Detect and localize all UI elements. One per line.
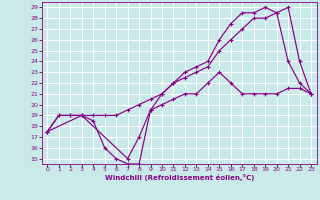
X-axis label: Windchill (Refroidissement éolien,°C): Windchill (Refroidissement éolien,°C) (105, 174, 254, 181)
